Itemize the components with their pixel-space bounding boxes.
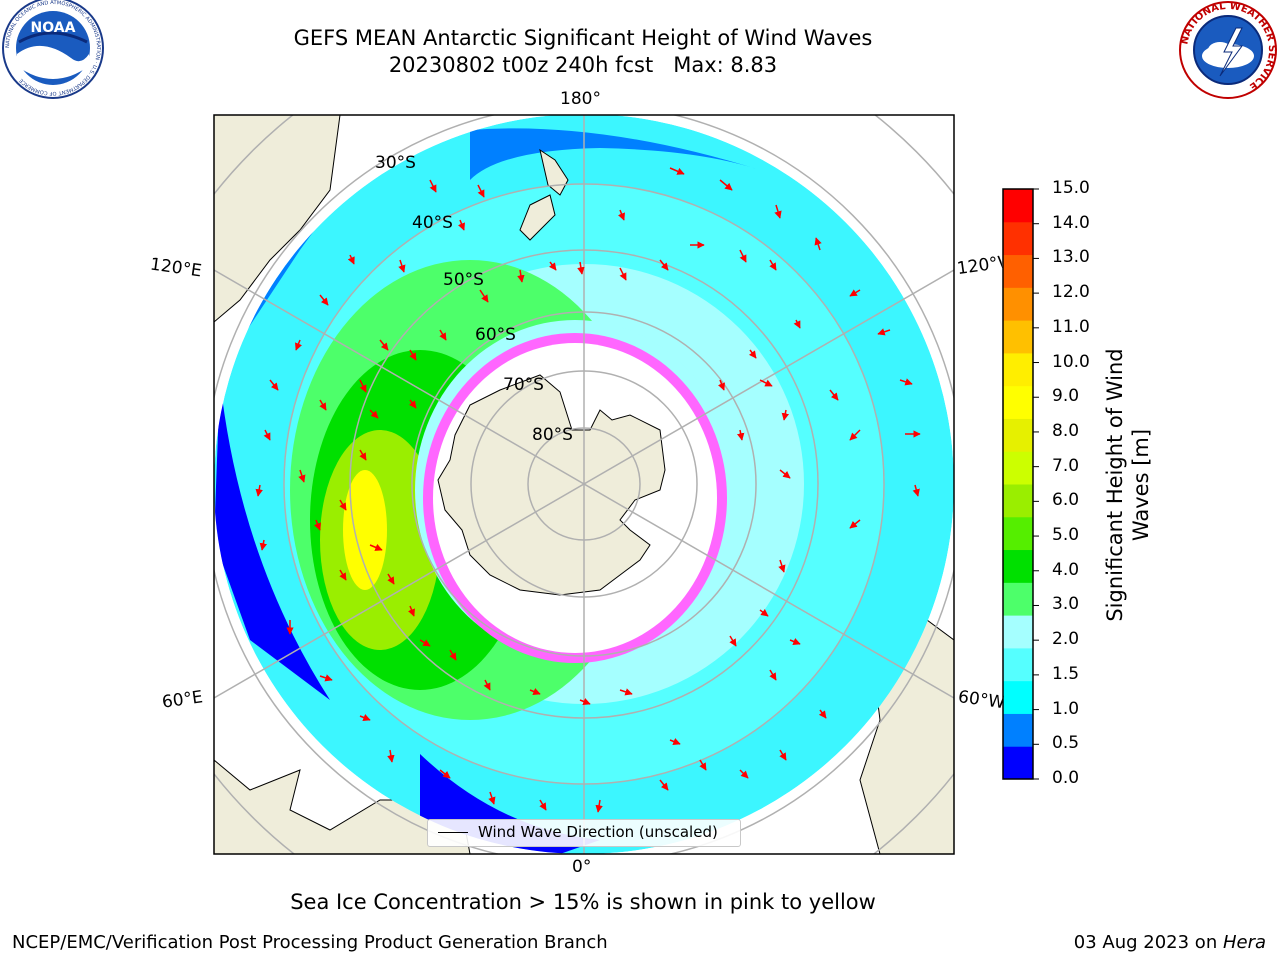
colorbar-tick-label: 4.0 <box>1052 559 1080 580</box>
colorbar-tick-label: 0.5 <box>1052 733 1080 754</box>
colorbar-tick-label: 1.0 <box>1052 698 1080 719</box>
australia-land <box>214 115 341 323</box>
colorbar-tick-label: 7.0 <box>1052 455 1080 476</box>
colorbar-swatch <box>1003 451 1033 485</box>
chart-subtitle: 20230802 t00z 240h fcst Max: 8.83 <box>388 53 778 77</box>
chart-title: GEFS MEAN Antarctic Significant Height o… <box>293 26 873 50</box>
colorbar-swatch <box>1003 746 1033 780</box>
colorbar-swatch <box>1003 352 1033 387</box>
svg-text:30°S: 30°S <box>375 153 416 173</box>
svg-text:40°S: 40°S <box>412 213 453 233</box>
credit-text: NCEP/EMC/Verification Post Processing Pr… <box>12 932 608 953</box>
colorbar-swatch <box>1003 484 1033 518</box>
nws-logo: NATIONAL WEATHER SERVICE <box>1179 1 1277 99</box>
svg-text:80°S: 80°S <box>532 425 573 445</box>
colorbar-swatch <box>1003 418 1033 452</box>
colorbar-tick-label: 10.0 <box>1052 351 1090 372</box>
colorbar-tick-label: 13.0 <box>1052 247 1090 268</box>
date-text: 03 Aug 2023 on Hera <box>1073 932 1266 953</box>
colorbar-tick-label: 15.0 <box>1052 178 1090 198</box>
colorbar-swatch <box>1003 549 1033 583</box>
colorbar-swatch <box>1003 320 1033 354</box>
map-legend: Wind Wave Direction (unscaled) <box>427 819 741 847</box>
colorbar-tick-label: 8.0 <box>1052 420 1080 441</box>
map-frame <box>213 114 955 855</box>
colorbar-swatch <box>1003 647 1033 682</box>
sea-ice-note: Sea Ice Concentration > 15% is shown in … <box>290 890 876 914</box>
colorbar-swatch <box>1003 516 1033 551</box>
colorbar-tick-label: 0.0 <box>1052 768 1080 788</box>
colorbar-swatch <box>1003 287 1033 321</box>
colorbar-tick-label: 1.5 <box>1052 663 1080 684</box>
svg-text:50°S: 50°S <box>443 270 484 290</box>
colorbar-tick-label: 11.0 <box>1052 316 1090 337</box>
colorbar-swatch <box>1003 680 1033 714</box>
colorbar-swatch <box>1003 254 1033 288</box>
colorbar-tick-label: 9.0 <box>1052 386 1080 407</box>
svg-text:70°S: 70°S <box>503 375 544 395</box>
colorbar-swatch <box>1003 189 1033 223</box>
new-zealand-land <box>519 148 569 241</box>
lon-label-0: 0° <box>572 857 592 877</box>
noaa-logo: NOAA NATIONAL OCEANIC AND ATMOSPHERIC AD… <box>2 0 104 99</box>
lon-label-180: 180° <box>560 89 601 109</box>
colorbar-tick-label: 2.0 <box>1052 629 1080 650</box>
colorbar-swatch <box>1003 385 1033 419</box>
africa-land <box>214 759 471 854</box>
graticule <box>214 115 954 854</box>
legend-label: Wind Wave Direction (unscaled) <box>478 823 718 841</box>
machine-name: Hera <box>1222 932 1266 953</box>
wave-direction-arrows <box>255 167 921 813</box>
colorbar-tick-label: 14.0 <box>1052 212 1090 233</box>
legend-line-swatch <box>438 832 468 833</box>
svg-text:60°S: 60°S <box>475 325 516 345</box>
colorbar-swatch <box>1003 615 1033 649</box>
colorbar-title: Significant Height of Wind Waves [m] <box>1103 348 1153 622</box>
antarctica-land <box>437 374 666 596</box>
latitude-labels: 30°S 40°S 50°S 60°S 70°S 80°S <box>375 153 573 445</box>
colorbar-swatch <box>1003 713 1033 747</box>
colorbar-tick-label: 6.0 <box>1052 490 1080 511</box>
colorbar-swatch <box>1003 221 1033 256</box>
colorbar-swatch <box>1003 582 1033 616</box>
colorbar-tick-label: 5.0 <box>1052 525 1080 546</box>
colorbar-tick-label: 3.0 <box>1052 594 1080 615</box>
colorbar-tick-label: 12.0 <box>1052 282 1090 303</box>
svg-text:NOAA: NOAA <box>31 20 76 36</box>
colorbar <box>1002 188 1039 780</box>
